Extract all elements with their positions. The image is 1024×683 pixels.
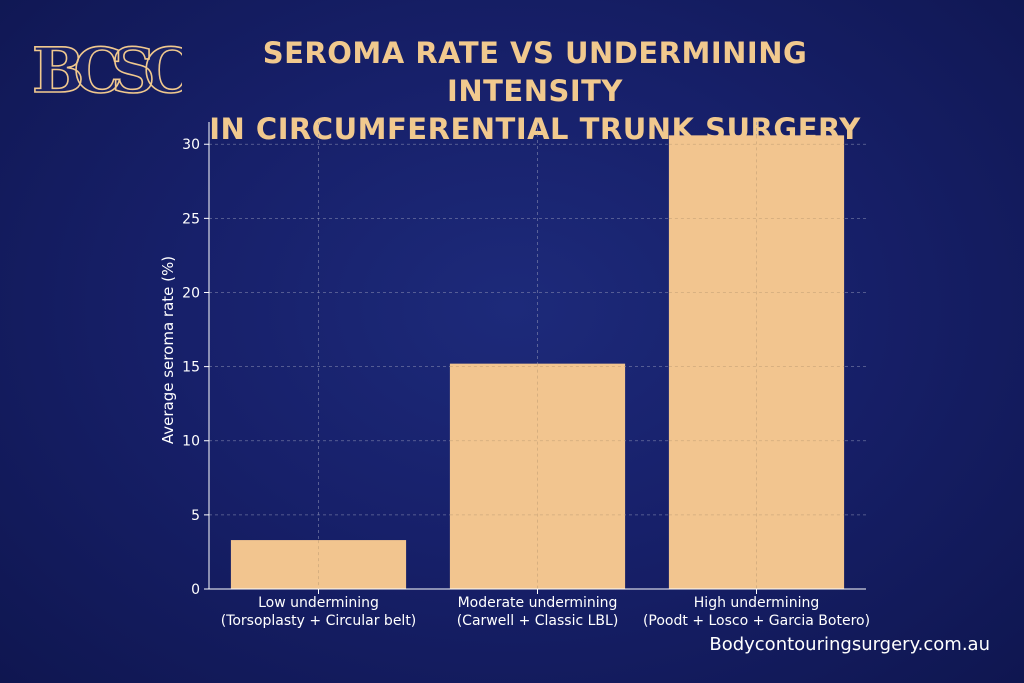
- bar-1: [449, 363, 626, 589]
- bcsc-logo: BCSC: [32, 33, 182, 100]
- axes: 0 5 10 15 20 25 30 Low undermining (Torsoplasty …: [182, 122, 870, 629]
- y-tick-label: 5: [191, 508, 200, 524]
- x-tick-label: (Torsoplasty + Circular belt): [221, 613, 417, 629]
- y-tick-label: 25: [182, 211, 200, 227]
- y-tick-label: 20: [182, 285, 200, 301]
- x-tick-label: Moderate undermining: [458, 595, 618, 611]
- logo-text: BCSC: [32, 34, 182, 100]
- y-axis-label: Average seroma rate (%): [159, 256, 177, 444]
- y-tick-label: 30: [182, 137, 200, 153]
- x-tick-label: Low undermining: [258, 595, 379, 611]
- x-tick-label: (Carwell + Classic LBL): [457, 613, 619, 629]
- y-tick-label: 0: [191, 582, 200, 598]
- x-tick-label: (Poodt + Losco + Garcia Botero): [643, 613, 870, 629]
- x-tick-label: High undermining: [694, 595, 819, 611]
- y-tick-label: 15: [182, 360, 200, 376]
- y-tick-label: 10: [182, 434, 200, 450]
- website-url: Bodycontouringsurgery.com.au: [709, 634, 990, 655]
- bars: [230, 135, 845, 590]
- title-line-1: Seroma Rate vs Undermining Intensity: [262, 36, 808, 108]
